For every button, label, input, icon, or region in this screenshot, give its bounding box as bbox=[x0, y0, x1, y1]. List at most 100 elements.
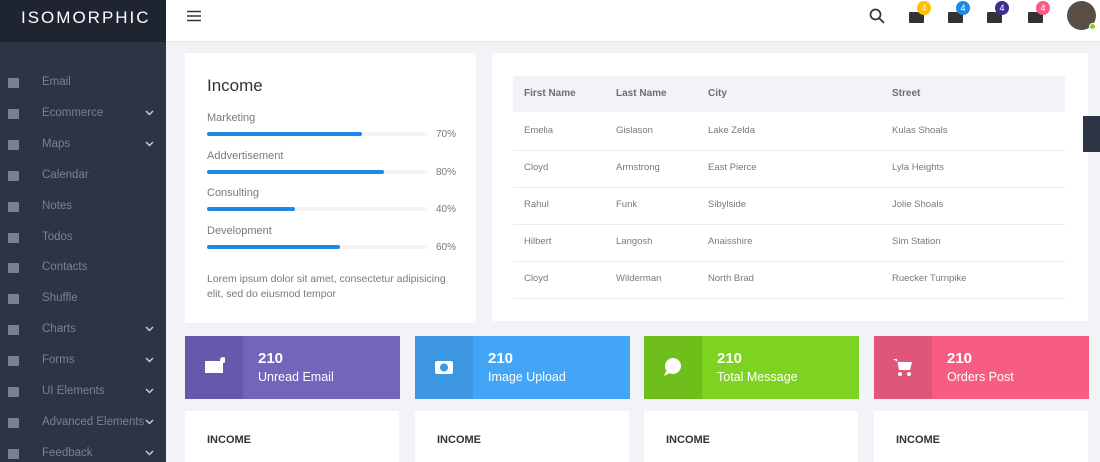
row-divider bbox=[513, 224, 1065, 225]
stat-icon-shape bbox=[893, 359, 912, 376]
bar-label: Marketing bbox=[207, 112, 256, 124]
bar-percent: 80% bbox=[436, 166, 457, 178]
menu-icon-shape bbox=[8, 170, 19, 181]
menu-item[interactable]: Shuffle bbox=[42, 292, 78, 305]
stat-icon-shape bbox=[664, 358, 681, 376]
progress-bar bbox=[207, 245, 340, 250]
bottom-card-title: INCOME bbox=[437, 434, 481, 446]
menu-item[interactable]: Calendar bbox=[42, 168, 89, 181]
table-cell: Lake Zelda bbox=[708, 125, 756, 136]
card-text: Lorem ipsum dolor sit amet, consectetur … bbox=[207, 273, 446, 300]
bottom-card bbox=[415, 411, 629, 462]
logo-bar bbox=[0, 0, 166, 42]
header-icon-shape bbox=[987, 12, 1002, 23]
row-divider bbox=[513, 298, 1065, 299]
menu-icon-shape bbox=[8, 294, 19, 305]
menu-item[interactable]: Advanced Elements bbox=[42, 415, 145, 428]
table-cell: East Pierce bbox=[708, 162, 757, 173]
menu-icon-shape bbox=[8, 387, 19, 397]
table-cell: Langosh bbox=[616, 236, 653, 247]
stat-label: Total Message bbox=[717, 370, 798, 384]
menu-item[interactable]: Contacts bbox=[42, 261, 88, 274]
table-cell: Anaisshire bbox=[708, 236, 753, 247]
bar-percent: 60% bbox=[436, 242, 457, 254]
card-title: Income bbox=[207, 76, 263, 95]
sidebar bbox=[0, 0, 166, 462]
bottom-card-title: INCOME bbox=[896, 434, 940, 446]
column-header: First Name bbox=[524, 88, 576, 99]
logo[interactable]: ISOMORPHIC bbox=[21, 8, 151, 27]
table-cell: Rahul bbox=[524, 199, 549, 210]
table-cell: Sim Station bbox=[892, 236, 941, 247]
menu-icon-shape bbox=[8, 263, 19, 274]
header-icon-shape bbox=[948, 12, 963, 23]
table-cell: Funk bbox=[616, 199, 638, 210]
table-cell: Kulas Shoals bbox=[892, 125, 948, 136]
column-header: Last Name bbox=[616, 88, 667, 99]
progress-bar bbox=[207, 207, 296, 212]
menu-item[interactable]: Ecommerce bbox=[42, 106, 104, 119]
stat-label: Orders Post bbox=[947, 370, 1014, 384]
header-icon-shape bbox=[909, 12, 924, 23]
bottom-card-title: INCOME bbox=[207, 434, 251, 446]
menu-icon-shape bbox=[8, 108, 19, 119]
table-cell: Armstrong bbox=[616, 162, 660, 173]
side-tab[interactable] bbox=[1083, 116, 1100, 152]
menu-icon-shape bbox=[8, 417, 19, 428]
table-header bbox=[513, 76, 1065, 112]
stat-label: Image Upload bbox=[488, 370, 566, 384]
table-cell: Cloyd bbox=[524, 162, 549, 173]
menu-icon-shape bbox=[8, 325, 19, 336]
badge: 4 bbox=[1036, 1, 1050, 15]
table-cell: Jolie Shoals bbox=[892, 199, 944, 210]
topbar bbox=[166, 0, 1100, 42]
menu-toggle[interactable] bbox=[187, 10, 201, 22]
menu-icon-shape bbox=[8, 78, 19, 88]
column-header: Street bbox=[892, 88, 921, 99]
bottom-card bbox=[185, 411, 399, 462]
chevron-shape bbox=[145, 388, 154, 394]
table-cell: North Brad bbox=[708, 273, 754, 284]
badge: 4 bbox=[917, 1, 931, 15]
bar-label: Development bbox=[207, 225, 272, 238]
menu-item[interactable]: Feedback bbox=[42, 446, 93, 459]
column-header: City bbox=[708, 88, 727, 99]
search-icon[interactable] bbox=[869, 8, 885, 24]
menu-item[interactable]: Forms bbox=[42, 354, 75, 367]
menu-item[interactable]: UI Elements bbox=[42, 385, 105, 397]
table-cell: Hilbert bbox=[524, 236, 552, 247]
stat-value: 210 bbox=[488, 350, 514, 367]
stat-icon-shape bbox=[435, 361, 453, 374]
header-icon-shape bbox=[1028, 12, 1043, 23]
progress-bar bbox=[207, 132, 362, 136]
row-divider bbox=[513, 187, 1065, 188]
menu-item[interactable]: Email bbox=[42, 76, 71, 88]
table-cell: Sibylside bbox=[708, 199, 747, 210]
chevron-shape bbox=[145, 326, 154, 332]
menu-icon-shape bbox=[8, 201, 19, 212]
table-cell: Ruecker Turnpike bbox=[892, 273, 967, 284]
bottom-card bbox=[644, 411, 858, 462]
stat-label: Unread Email bbox=[258, 370, 334, 384]
menu-icon-shape bbox=[8, 139, 19, 150]
bar-label: Consulting bbox=[207, 187, 259, 200]
status-dot bbox=[1089, 23, 1096, 30]
menu-item[interactable]: Notes bbox=[42, 199, 73, 212]
progress-bar bbox=[207, 169, 384, 174]
stat-value: 210 bbox=[258, 350, 284, 367]
bar-track bbox=[207, 207, 428, 212]
badge: 4 bbox=[956, 1, 970, 15]
badge: 4 bbox=[995, 1, 1009, 15]
chevron-shape bbox=[145, 450, 154, 456]
menu-item[interactable]: Todos bbox=[42, 230, 73, 243]
menu-item[interactable]: Maps bbox=[42, 137, 71, 150]
table-cell: Gislason bbox=[616, 125, 653, 136]
table-cell: Lyla Heights bbox=[892, 162, 944, 173]
menu-item[interactable]: Charts bbox=[42, 323, 76, 336]
bottom-card bbox=[874, 411, 1088, 462]
menu-icon-shape bbox=[8, 356, 19, 367]
table-cell: Cloyd bbox=[524, 273, 549, 284]
bar-percent: 70% bbox=[436, 129, 457, 140]
stat-value: 210 bbox=[717, 350, 743, 367]
